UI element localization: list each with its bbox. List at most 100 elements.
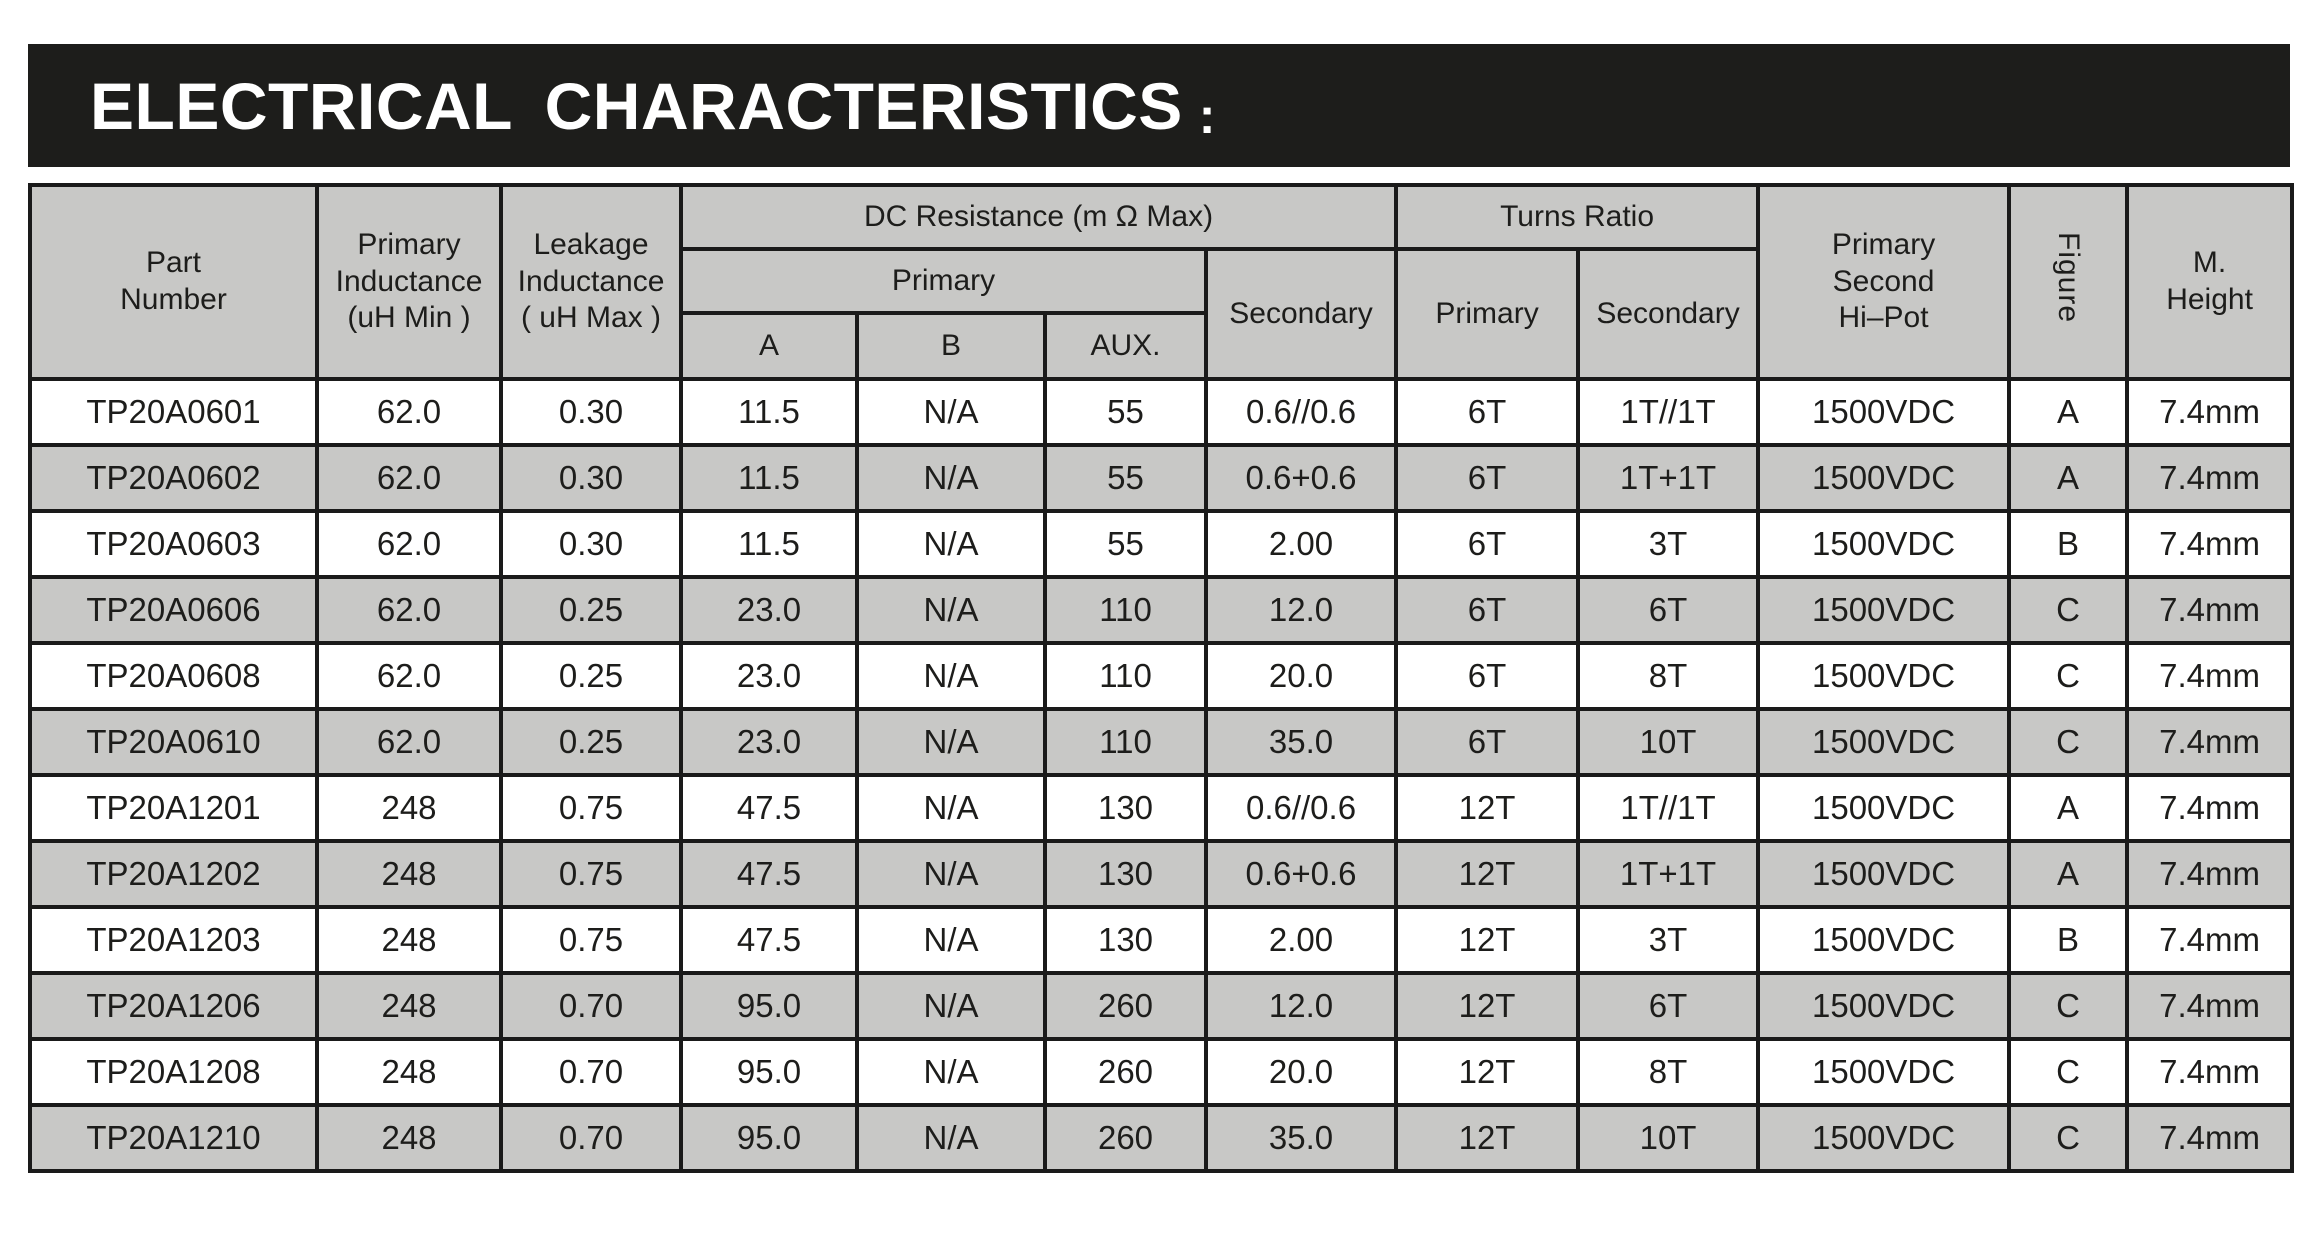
table-row: TP20A1203 248 0.75 47.5 N/A 130 2.00 12T… — [28, 905, 2295, 975]
cell-dc-primary-aux: 110 — [1043, 707, 1208, 777]
cell-dc-primary-aux: 55 — [1043, 443, 1208, 513]
cell-figure: A — [2007, 773, 2130, 843]
table-row: TP20A0606 62.0 0.25 23.0 N/A 110 12.0 6T… — [28, 575, 2295, 645]
header-dc-secondary: Secondary — [1203, 247, 1399, 381]
cell-dc-primary-aux: 130 — [1043, 773, 1208, 843]
header-dc-b: B — [855, 311, 1047, 381]
cell-primary-inductance: 62.0 — [315, 377, 503, 447]
cell-m-height: 7.4mm — [2125, 905, 2295, 975]
cell-turns-secondary: 8T — [1576, 1037, 1761, 1107]
cell-dc-primary-b: N/A — [855, 377, 1047, 447]
cell-turns-primary: 6T — [1394, 377, 1581, 447]
cell-turns-secondary: 10T — [1576, 707, 1761, 777]
cell-dc-primary-a: 23.0 — [679, 575, 859, 645]
cell-part-number: TP20A1202 — [28, 839, 319, 909]
cell-figure: C — [2007, 1037, 2130, 1107]
cell-dc-secondary: 35.0 — [1203, 707, 1399, 777]
table-body: TP20A0601 62.0 0.30 11.5 N/A 55 0.6//0.6… — [28, 377, 2295, 1173]
cell-dc-primary-b: N/A — [855, 1103, 1047, 1173]
cell-part-number: TP20A1206 — [28, 971, 319, 1041]
cell-turns-secondary: 6T — [1576, 971, 1761, 1041]
cell-dc-secondary: 0.6//0.6 — [1203, 773, 1399, 843]
cell-turns-secondary: 1T//1T — [1576, 773, 1761, 843]
header-dc-a: A — [679, 311, 859, 381]
header-leakage-inductance: Leakage Inductance ( uH Max ) — [499, 183, 683, 381]
table-row: TP20A1202 248 0.75 47.5 N/A 130 0.6+0.6 … — [28, 839, 2295, 909]
table-row: TP20A0602 62.0 0.30 11.5 N/A 55 0.6+0.6 … — [28, 443, 2295, 513]
cell-figure: A — [2007, 377, 2130, 447]
cell-figure: C — [2007, 641, 2130, 711]
cell-dc-secondary: 20.0 — [1203, 1037, 1399, 1107]
cell-primary-inductance: 248 — [315, 1037, 503, 1107]
cell-m-height: 7.4mm — [2125, 509, 2295, 579]
cell-m-height: 7.4mm — [2125, 707, 2295, 777]
cell-leakage-inductance: 0.70 — [499, 971, 683, 1041]
cell-dc-primary-aux: 110 — [1043, 575, 1208, 645]
cell-turns-primary: 12T — [1394, 1103, 1581, 1173]
electrical-characteristics-table: Part Number Primary Inductance (uH Min )… — [28, 183, 2295, 1173]
cell-dc-primary-b: N/A — [855, 971, 1047, 1041]
cell-dc-primary-a: 47.5 — [679, 773, 859, 843]
cell-figure: C — [2007, 707, 2130, 777]
cell-m-height: 7.4mm — [2125, 971, 2295, 1041]
cell-turns-primary: 12T — [1394, 971, 1581, 1041]
cell-turns-primary: 12T — [1394, 839, 1581, 909]
cell-part-number: TP20A1210 — [28, 1103, 319, 1173]
cell-dc-primary-b: N/A — [855, 773, 1047, 843]
cell-hi-pot: 1500VDC — [1756, 839, 2012, 909]
cell-primary-inductance: 62.0 — [315, 575, 503, 645]
cell-turns-secondary: 1T+1T — [1576, 443, 1761, 513]
table-row: TP20A1201 248 0.75 47.5 N/A 130 0.6//0.6… — [28, 773, 2295, 843]
cell-m-height: 7.4mm — [2125, 377, 2295, 447]
cell-dc-primary-aux: 260 — [1043, 1037, 1208, 1107]
header-dc-primary: Primary — [679, 247, 1208, 315]
cell-dc-primary-b: N/A — [855, 641, 1047, 711]
cell-dc-primary-aux: 55 — [1043, 509, 1208, 579]
table-header: Part Number Primary Inductance (uH Min )… — [28, 183, 2295, 381]
cell-dc-primary-a: 23.0 — [679, 641, 859, 711]
cell-figure: C — [2007, 575, 2130, 645]
title-banner: ELECTRICAL CHARACTERISTICS: — [28, 44, 2290, 167]
header-m-height: M. Height — [2125, 183, 2295, 381]
cell-leakage-inductance: 0.25 — [499, 575, 683, 645]
cell-dc-primary-b: N/A — [855, 1037, 1047, 1107]
cell-dc-primary-a: 47.5 — [679, 905, 859, 975]
cell-dc-primary-b: N/A — [855, 905, 1047, 975]
cell-primary-inductance: 62.0 — [315, 443, 503, 513]
cell-dc-primary-aux: 260 — [1043, 1103, 1208, 1173]
cell-leakage-inductance: 0.30 — [499, 377, 683, 447]
cell-part-number: TP20A1203 — [28, 905, 319, 975]
cell-hi-pot: 1500VDC — [1756, 641, 2012, 711]
cell-leakage-inductance: 0.30 — [499, 443, 683, 513]
cell-dc-primary-aux: 110 — [1043, 641, 1208, 711]
cell-part-number: TP20A0603 — [28, 509, 319, 579]
cell-dc-secondary: 0.6+0.6 — [1203, 839, 1399, 909]
cell-dc-primary-a: 47.5 — [679, 839, 859, 909]
cell-part-number: TP20A0601 — [28, 377, 319, 447]
cell-figure: A — [2007, 443, 2130, 513]
cell-dc-primary-a: 95.0 — [679, 1103, 859, 1173]
table-row: TP20A1206 248 0.70 95.0 N/A 260 12.0 12T… — [28, 971, 2295, 1041]
header-row-2: Primary Secondary Primary Secondary — [30, 247, 2292, 381]
cell-primary-inductance: 248 — [315, 1103, 503, 1173]
cell-dc-secondary: 0.6//0.6 — [1203, 377, 1399, 447]
cell-dc-primary-a: 11.5 — [679, 509, 859, 579]
cell-leakage-inductance: 0.70 — [499, 1103, 683, 1173]
cell-dc-secondary: 0.6+0.6 — [1203, 443, 1399, 513]
cell-hi-pot: 1500VDC — [1756, 443, 2012, 513]
cell-hi-pot: 1500VDC — [1756, 905, 2012, 975]
cell-dc-primary-b: N/A — [855, 509, 1047, 579]
cell-leakage-inductance: 0.75 — [499, 773, 683, 843]
cell-part-number: TP20A0606 — [28, 575, 319, 645]
cell-turns-primary: 12T — [1394, 905, 1581, 975]
header-hi-pot: Primary Second Hi–Pot — [1756, 183, 2012, 381]
cell-figure: A — [2007, 839, 2130, 909]
cell-hi-pot: 1500VDC — [1756, 1103, 2012, 1173]
cell-m-height: 7.4mm — [2125, 1037, 2295, 1107]
cell-turns-secondary: 6T — [1576, 575, 1761, 645]
cell-turns-secondary: 10T — [1576, 1103, 1761, 1173]
cell-turns-secondary: 1T//1T — [1576, 377, 1761, 447]
cell-m-height: 7.4mm — [2125, 641, 2295, 711]
cell-leakage-inductance: 0.70 — [499, 1037, 683, 1107]
cell-part-number: TP20A1208 — [28, 1037, 319, 1107]
